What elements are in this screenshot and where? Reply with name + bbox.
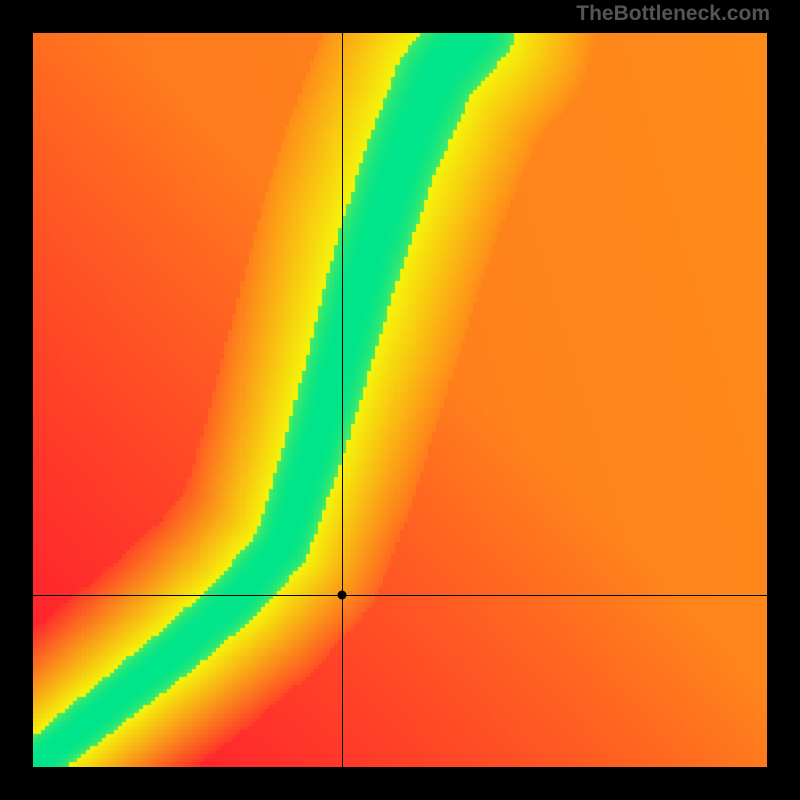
watermark-text: TheBottleneck.com bbox=[576, 2, 770, 26]
data-point-marker bbox=[338, 591, 347, 600]
crosshair-vertical bbox=[342, 33, 343, 767]
crosshair-horizontal bbox=[33, 595, 767, 596]
chart-frame: TheBottleneck.com bbox=[0, 0, 800, 800]
heatmap-canvas bbox=[33, 33, 767, 767]
